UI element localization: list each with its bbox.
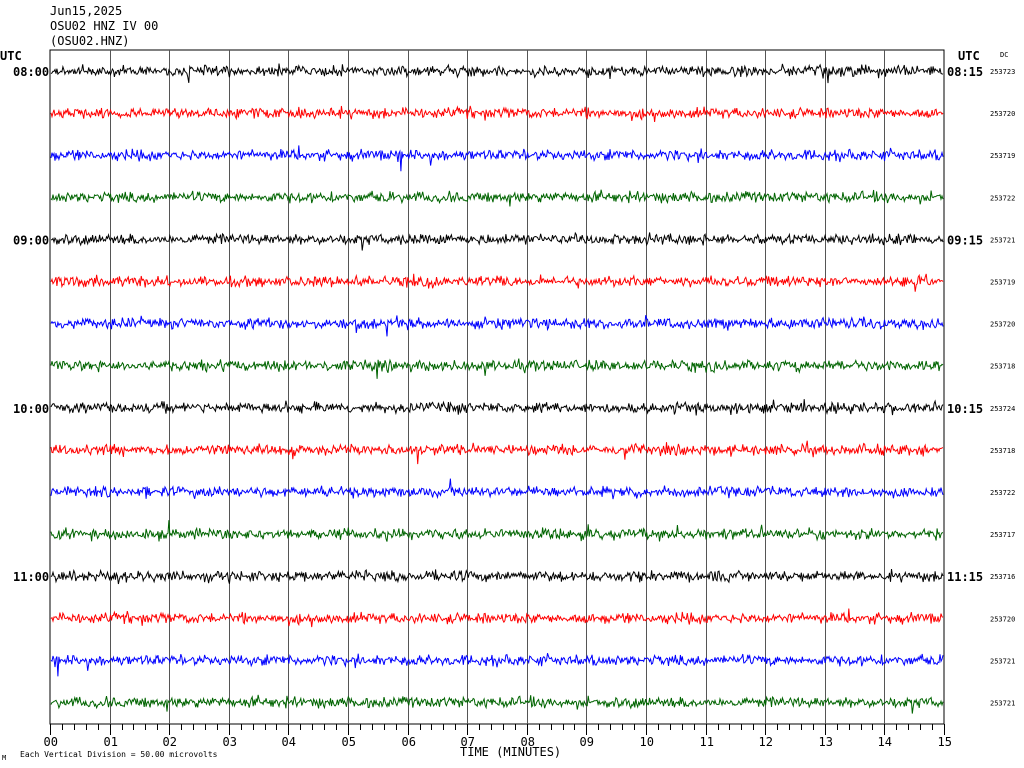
x-tick-label: 00: [44, 735, 58, 749]
plot-frame: [49, 49, 945, 725]
x-tick-label: 05: [342, 735, 356, 749]
station-line: OSU02 HNZ IV 00: [50, 19, 159, 33]
seismic-trace: [50, 478, 944, 500]
seismic-trace: [50, 145, 944, 172]
trace-group: 08:00 08:15 253723 253720 253719 253722 09:00 0…: [13, 63, 1015, 714]
x-tick-label: 08: [521, 735, 535, 749]
seismic-trace: [50, 520, 944, 542]
trace-dc-value: 253717: [990, 531, 1015, 539]
trace-start-time: 09:00: [13, 233, 49, 247]
seismic-trace: [50, 440, 944, 465]
trace-end-time: 08:15: [947, 65, 983, 79]
trace-dc-value: 253719: [990, 279, 1015, 287]
x-tick-label: 07: [461, 735, 475, 749]
trace-end-time: 09:15: [947, 233, 983, 247]
trace-dc-value: 253722: [990, 194, 1015, 202]
trace-dc-value: 253721: [990, 236, 1015, 244]
trace-dc-value: 253721: [990, 700, 1015, 708]
date-label: Jun15,2025: [50, 4, 123, 18]
trace-dc-value: 253718: [990, 447, 1015, 455]
x-tick-label: 06: [402, 735, 416, 749]
trace-dc-value: 253720: [990, 321, 1015, 329]
seismic-trace: [50, 608, 944, 628]
seismic-trace: [50, 273, 944, 292]
right-utc-label: UTC: [958, 49, 980, 63]
seismic-trace: [50, 694, 944, 714]
seismic-trace: [50, 568, 944, 585]
trace-dc-value: 253722: [990, 489, 1015, 497]
x-tick-label: 13: [819, 735, 833, 749]
x-tick-label: 12: [759, 735, 773, 749]
seismic-trace: [50, 189, 944, 207]
seismic-trace: [50, 315, 944, 337]
seismic-trace: [51, 231, 944, 251]
x-tick-label: 11: [700, 735, 714, 749]
x-tick-label: 01: [104, 735, 118, 749]
trace-start-time: 11:00: [13, 570, 49, 584]
x-axis-title: TIME (MINUTES): [460, 745, 561, 759]
time-axis: 00 01 02 03 04 05 06 07 08 09 10 11 12 13 14 15: [44, 724, 952, 749]
station-code: (OSU02.HNZ): [50, 34, 130, 48]
seismic-trace: [50, 653, 944, 677]
x-tick-label: 15: [938, 735, 952, 749]
seismic-trace: [50, 358, 944, 379]
seismic-trace: [50, 63, 944, 84]
left-utc-label: UTC: [0, 49, 22, 63]
trace-start-time: 08:00: [13, 65, 49, 79]
scale-note: Each Vertical Division = 50.00 microvolt…: [20, 750, 218, 759]
x-tick-label: 10: [640, 735, 654, 749]
dc-header: DC: [1000, 51, 1008, 59]
trace-dc-value: 253719: [990, 152, 1015, 160]
x-tick-label: 09: [580, 735, 594, 749]
trace-dc-value: 253720: [990, 615, 1015, 623]
trace-dc-value: 253724: [990, 405, 1015, 413]
trace-end-time: 11:15: [947, 570, 983, 584]
trace-dc-value: 253723: [990, 68, 1015, 76]
corner-mark: M: [2, 754, 6, 762]
trace-dc-value: 253716: [990, 573, 1015, 581]
x-tick-label: 02: [163, 735, 177, 749]
trace-dc-value: 253721: [990, 657, 1015, 665]
trace-dc-value: 253720: [990, 110, 1015, 118]
seismic-trace: [50, 399, 944, 416]
x-tick-label: 04: [282, 735, 296, 749]
x-tick-label: 14: [878, 735, 892, 749]
trace-end-time: 10:15: [947, 402, 983, 416]
trace-dc-value: 253718: [990, 363, 1015, 371]
seismic-trace: [50, 105, 944, 122]
trace-start-time: 10:00: [13, 402, 49, 416]
x-tick-label: 03: [223, 735, 237, 749]
plot-grid: [49, 49, 945, 725]
